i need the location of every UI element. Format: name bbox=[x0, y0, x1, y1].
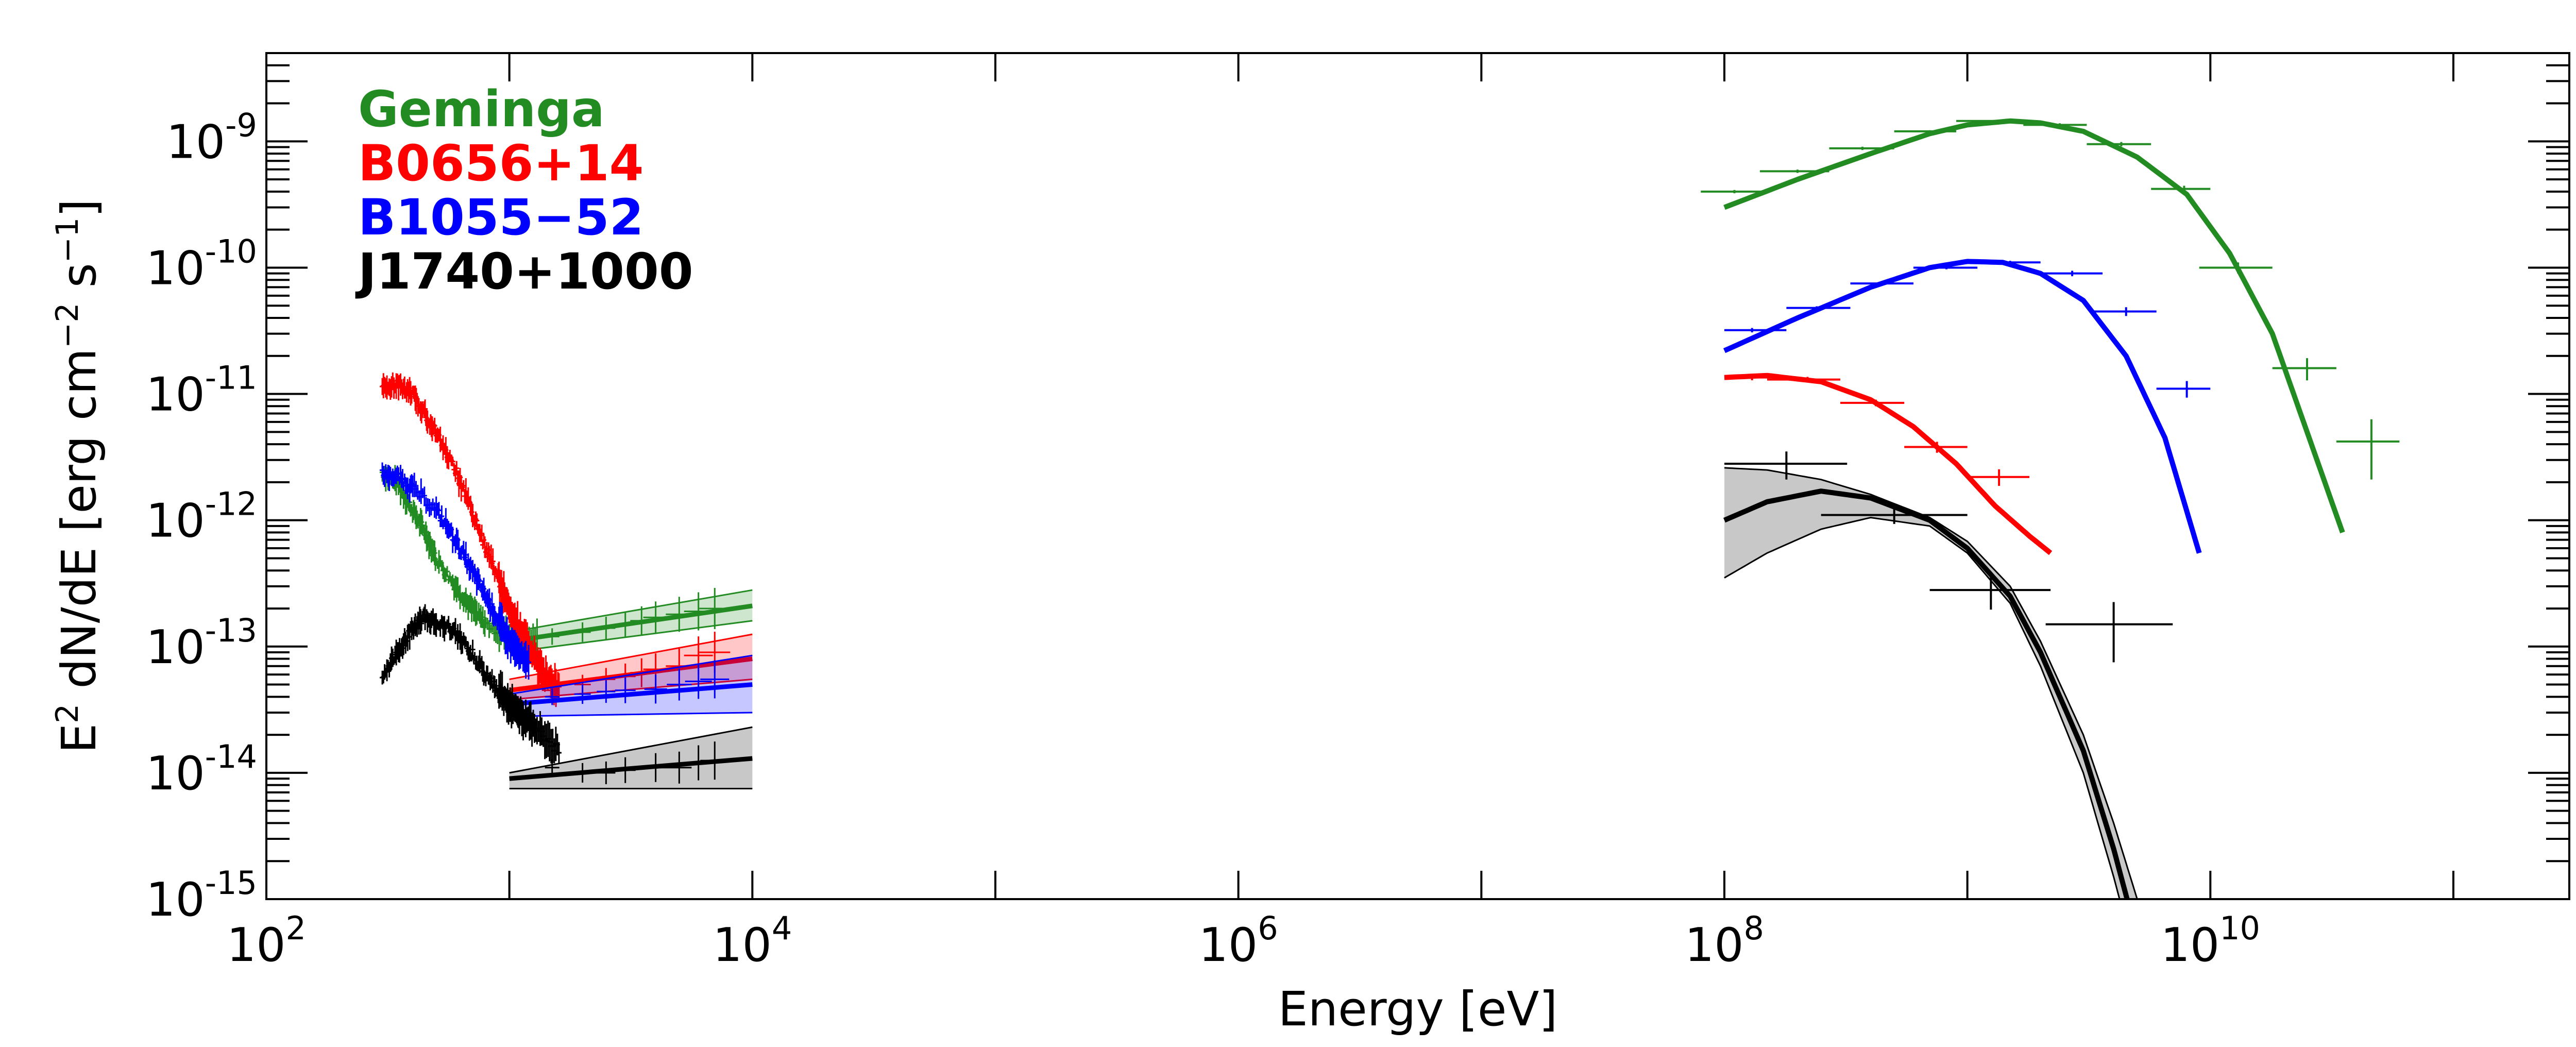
y-tick-exp: -13 bbox=[205, 612, 257, 649]
gamma-model-curve bbox=[1723, 118, 2345, 534]
plot-area bbox=[380, 118, 2400, 899]
y-tick-base: 10 bbox=[146, 620, 205, 674]
y-tick-label: 10-12 bbox=[146, 485, 257, 548]
legend-entry: Geminga bbox=[358, 80, 605, 138]
gamma-model-curve bbox=[1723, 488, 2130, 899]
x-tick-label: 106 bbox=[1199, 909, 1278, 972]
xray-powerlaw-upper bbox=[509, 654, 753, 695]
y-tick-base: 10 bbox=[146, 873, 205, 927]
gamma-model-curve bbox=[1724, 373, 2053, 555]
series-j1740+1000 bbox=[380, 451, 2173, 899]
xray-powerlaw-best bbox=[509, 756, 753, 781]
y-tick-exp: -10 bbox=[205, 232, 257, 270]
x-tick-exp: 10 bbox=[2219, 909, 2260, 947]
y-tick-base: 10 bbox=[146, 368, 205, 422]
x-tick-base: 10 bbox=[713, 918, 772, 972]
plot-frame bbox=[265, 52, 2570, 900]
y-tick-base: 10 bbox=[146, 747, 205, 801]
y-axis-title: E2 dN/dE [erg cm−2 s−1] bbox=[49, 199, 107, 753]
x-tick-exp: 8 bbox=[1744, 909, 1764, 947]
x-tick-exp: 4 bbox=[772, 909, 792, 947]
y-tick-label: 10-11 bbox=[146, 359, 257, 422]
xray-powerlaw-lower bbox=[509, 620, 753, 653]
x-tick-base: 10 bbox=[227, 918, 286, 972]
x-tick-label: 104 bbox=[713, 909, 792, 972]
axes-frame bbox=[265, 52, 2570, 900]
x-tick-label: 1010 bbox=[2161, 909, 2260, 972]
y-tick-label: 10-14 bbox=[146, 738, 257, 801]
x-tick-base: 10 bbox=[1685, 918, 1744, 972]
x-tick-exp: 2 bbox=[286, 909, 306, 947]
series-b0656+14 bbox=[380, 372, 2053, 707]
xray-powerlaw-upper bbox=[509, 589, 753, 633]
x-tick-label: 102 bbox=[227, 909, 306, 972]
y-tick-exp: -12 bbox=[205, 485, 257, 523]
xray-powerlaw-best bbox=[509, 682, 753, 707]
series-geminga bbox=[380, 118, 2400, 661]
y-tick-label: 10-10 bbox=[146, 232, 257, 295]
y-tick-exp: -14 bbox=[205, 738, 257, 775]
y-tick-base: 10 bbox=[146, 241, 205, 295]
legend-entry: B0656+14 bbox=[358, 134, 643, 192]
x-tick-label: 108 bbox=[1685, 909, 1764, 972]
y-tick-exp: -11 bbox=[205, 359, 257, 397]
x-tick-base: 10 bbox=[2161, 918, 2220, 972]
xray-powerlaw-upper bbox=[509, 633, 753, 680]
legend-entry: B1055−52 bbox=[358, 189, 643, 246]
y-tick-exp: -9 bbox=[225, 106, 257, 144]
legend-entry: J1740+1000 bbox=[355, 243, 693, 300]
series-b105552 bbox=[380, 259, 2211, 717]
y-tick-exp: -15 bbox=[205, 864, 257, 902]
y-tick-label: 10-15 bbox=[146, 864, 257, 927]
gamma-band-upper bbox=[1724, 467, 2138, 899]
y-tick-base: 10 bbox=[166, 115, 226, 169]
y-tick-label: 10-13 bbox=[146, 612, 257, 674]
x-axis-title: Energy [eV] bbox=[1278, 982, 1558, 1037]
gamma-band-lower bbox=[1724, 516, 2121, 899]
x-tick-base: 10 bbox=[1199, 918, 1258, 972]
xray-powerlaw-lower bbox=[509, 712, 753, 717]
y-tick-label: 10-9 bbox=[166, 106, 257, 169]
x-tick-exp: 6 bbox=[1258, 909, 1278, 947]
y-tick-base: 10 bbox=[146, 494, 205, 548]
xray-powerlaw-upper bbox=[509, 726, 753, 774]
tick-labels: 102 104 106 108 101010-1510-1410-1310-1210-1… bbox=[146, 106, 2260, 972]
